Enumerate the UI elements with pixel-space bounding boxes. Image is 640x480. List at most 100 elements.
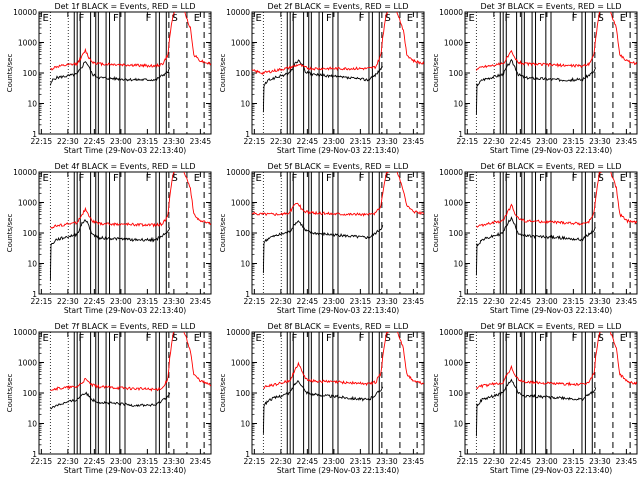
x-axis-label: Start Time (29-Nov-03 22:13:40) (490, 146, 612, 155)
y-tick-label: 10000 (226, 8, 250, 17)
x-axis-label: Start Time (29-Nov-03 22:13:40) (490, 306, 612, 315)
interval-label: E (407, 13, 413, 24)
interval-label: F (359, 173, 365, 184)
series-line-events (49, 219, 171, 281)
interval-label: F (113, 173, 119, 184)
chart-title: Det 6f BLACK = Events, RED = LLD (480, 162, 621, 171)
x-tick-label: 22:15 (244, 297, 266, 306)
series-line-lld (50, 172, 211, 229)
y-tick-label: 10000 (226, 168, 250, 177)
y-tick-label: 10000 (439, 8, 463, 17)
interval-label: S (384, 173, 390, 184)
x-tick-label: 22:15 (457, 457, 479, 466)
y-tick-label: 10000 (13, 168, 37, 177)
interval-label: F (359, 333, 365, 344)
x-tick-label: 22:30 (270, 457, 292, 466)
x-tick-label: 23:45 (616, 297, 638, 306)
y-tick-label: 1000 (18, 199, 37, 208)
x-tick-label: 23:15 (350, 297, 372, 306)
x-tick-label: 23:45 (190, 297, 212, 306)
chart-title: Det 7f BLACK = Events, RED = LLD (54, 322, 195, 331)
interval-label: F (326, 333, 332, 344)
x-tick-label: 23:15 (563, 457, 585, 466)
y-tick-label: 100 (236, 229, 251, 238)
interval-label: E (407, 333, 413, 344)
y-tick-label: 100 (236, 69, 251, 78)
y-axis-label: Counts/sec (219, 374, 227, 413)
x-axis-label: Start Time (29-Nov-03 22:13:40) (277, 306, 399, 315)
chart-title: Det 1f BLACK = Events, RED = LLD (54, 2, 195, 11)
chart-title: Det 5f BLACK = Events, RED = LLD (267, 162, 408, 171)
interval-label: S (597, 173, 603, 184)
series-line-lld (476, 332, 637, 390)
y-axis-label: Counts/sec (432, 54, 440, 93)
interval-label: S (597, 13, 603, 24)
interval-label: S (171, 173, 177, 184)
x-tick-label: 22:30 (57, 297, 79, 306)
y-tick-label: 1 (245, 450, 250, 459)
interval-label: E (194, 173, 200, 184)
x-tick-label: 23:30 (163, 137, 185, 146)
interval-label: F (572, 333, 578, 344)
x-tick-label: 23:30 (376, 297, 398, 306)
chart-panel-6: Det 6f BLACK = Events, RED = LLD 1 10 100 10… (432, 162, 638, 315)
y-tick-label: 1000 (444, 199, 463, 208)
y-axis-label: Counts/sec (6, 374, 14, 413)
y-tick-label: 10 (240, 260, 250, 269)
x-tick-label: 23:45 (403, 137, 425, 146)
x-tick-label: 23:30 (376, 137, 398, 146)
interval-label: E (620, 333, 626, 344)
chart-title: Det 4f BLACK = Events, RED = LLD (54, 162, 195, 171)
interval-label: F (146, 13, 152, 24)
chart-panel-3: Det 3f BLACK = Events, RED = LLD 1 10 100 10… (432, 2, 638, 155)
interval-label: F (292, 333, 298, 344)
interval-label: E (620, 173, 626, 184)
series-line-events (262, 220, 384, 274)
series-line-events (262, 59, 383, 113)
y-tick-label: 100 (449, 229, 464, 238)
interval-label: F (505, 173, 511, 184)
x-tick-label: 22:45 (297, 297, 319, 306)
series-line-events (475, 216, 596, 276)
y-tick-label: 10000 (439, 168, 463, 177)
y-tick-label: 1000 (231, 39, 250, 48)
series-line-events (475, 58, 597, 115)
interval-label: F (113, 333, 119, 344)
series-line-events (475, 378, 597, 437)
x-axis-label: Start Time (29-Nov-03 22:13:40) (64, 466, 186, 475)
series-line-lld (252, 172, 424, 217)
interval-label: E (468, 173, 474, 184)
y-tick-label: 10 (27, 100, 37, 109)
x-tick-label: 23:15 (350, 457, 372, 466)
x-axis-label: Start Time (29-Nov-03 22:13:40) (277, 466, 399, 475)
x-tick-label: 22:45 (297, 137, 319, 146)
y-tick-label: 10 (453, 420, 463, 429)
x-tick-label: 23:15 (563, 297, 585, 306)
x-tick-label: 23:15 (137, 297, 159, 306)
interval-label: F (539, 173, 545, 184)
interval-label: E (42, 333, 48, 344)
chart-panel-7: Det 7f BLACK = Events, RED = LLD 1 10 100 10… (6, 322, 212, 475)
x-tick-label: 22:30 (57, 137, 79, 146)
interval-label: F (292, 13, 298, 24)
x-tick-label: 23:00 (536, 297, 558, 306)
interval-label: E (620, 13, 626, 24)
interval-label: F (146, 173, 152, 184)
x-tick-label: 23:30 (589, 137, 611, 146)
series-line-events (50, 391, 171, 410)
y-tick-label: 10 (27, 260, 37, 269)
interval-label: F (326, 13, 332, 24)
interval-label: E (194, 333, 200, 344)
y-tick-label: 1000 (231, 199, 250, 208)
x-tick-label: 23:00 (536, 457, 558, 466)
x-tick-label: 22:30 (270, 297, 292, 306)
y-tick-label: 1000 (231, 359, 250, 368)
interval-label: F (505, 333, 511, 344)
interval-label: E (194, 13, 200, 24)
x-tick-label: 22:15 (244, 137, 266, 146)
interval-label: F (292, 173, 298, 184)
interval-label: S (171, 13, 177, 24)
x-tick-label: 23:45 (190, 457, 212, 466)
y-tick-label: 100 (236, 389, 251, 398)
y-axis-label: Counts/sec (6, 54, 14, 93)
